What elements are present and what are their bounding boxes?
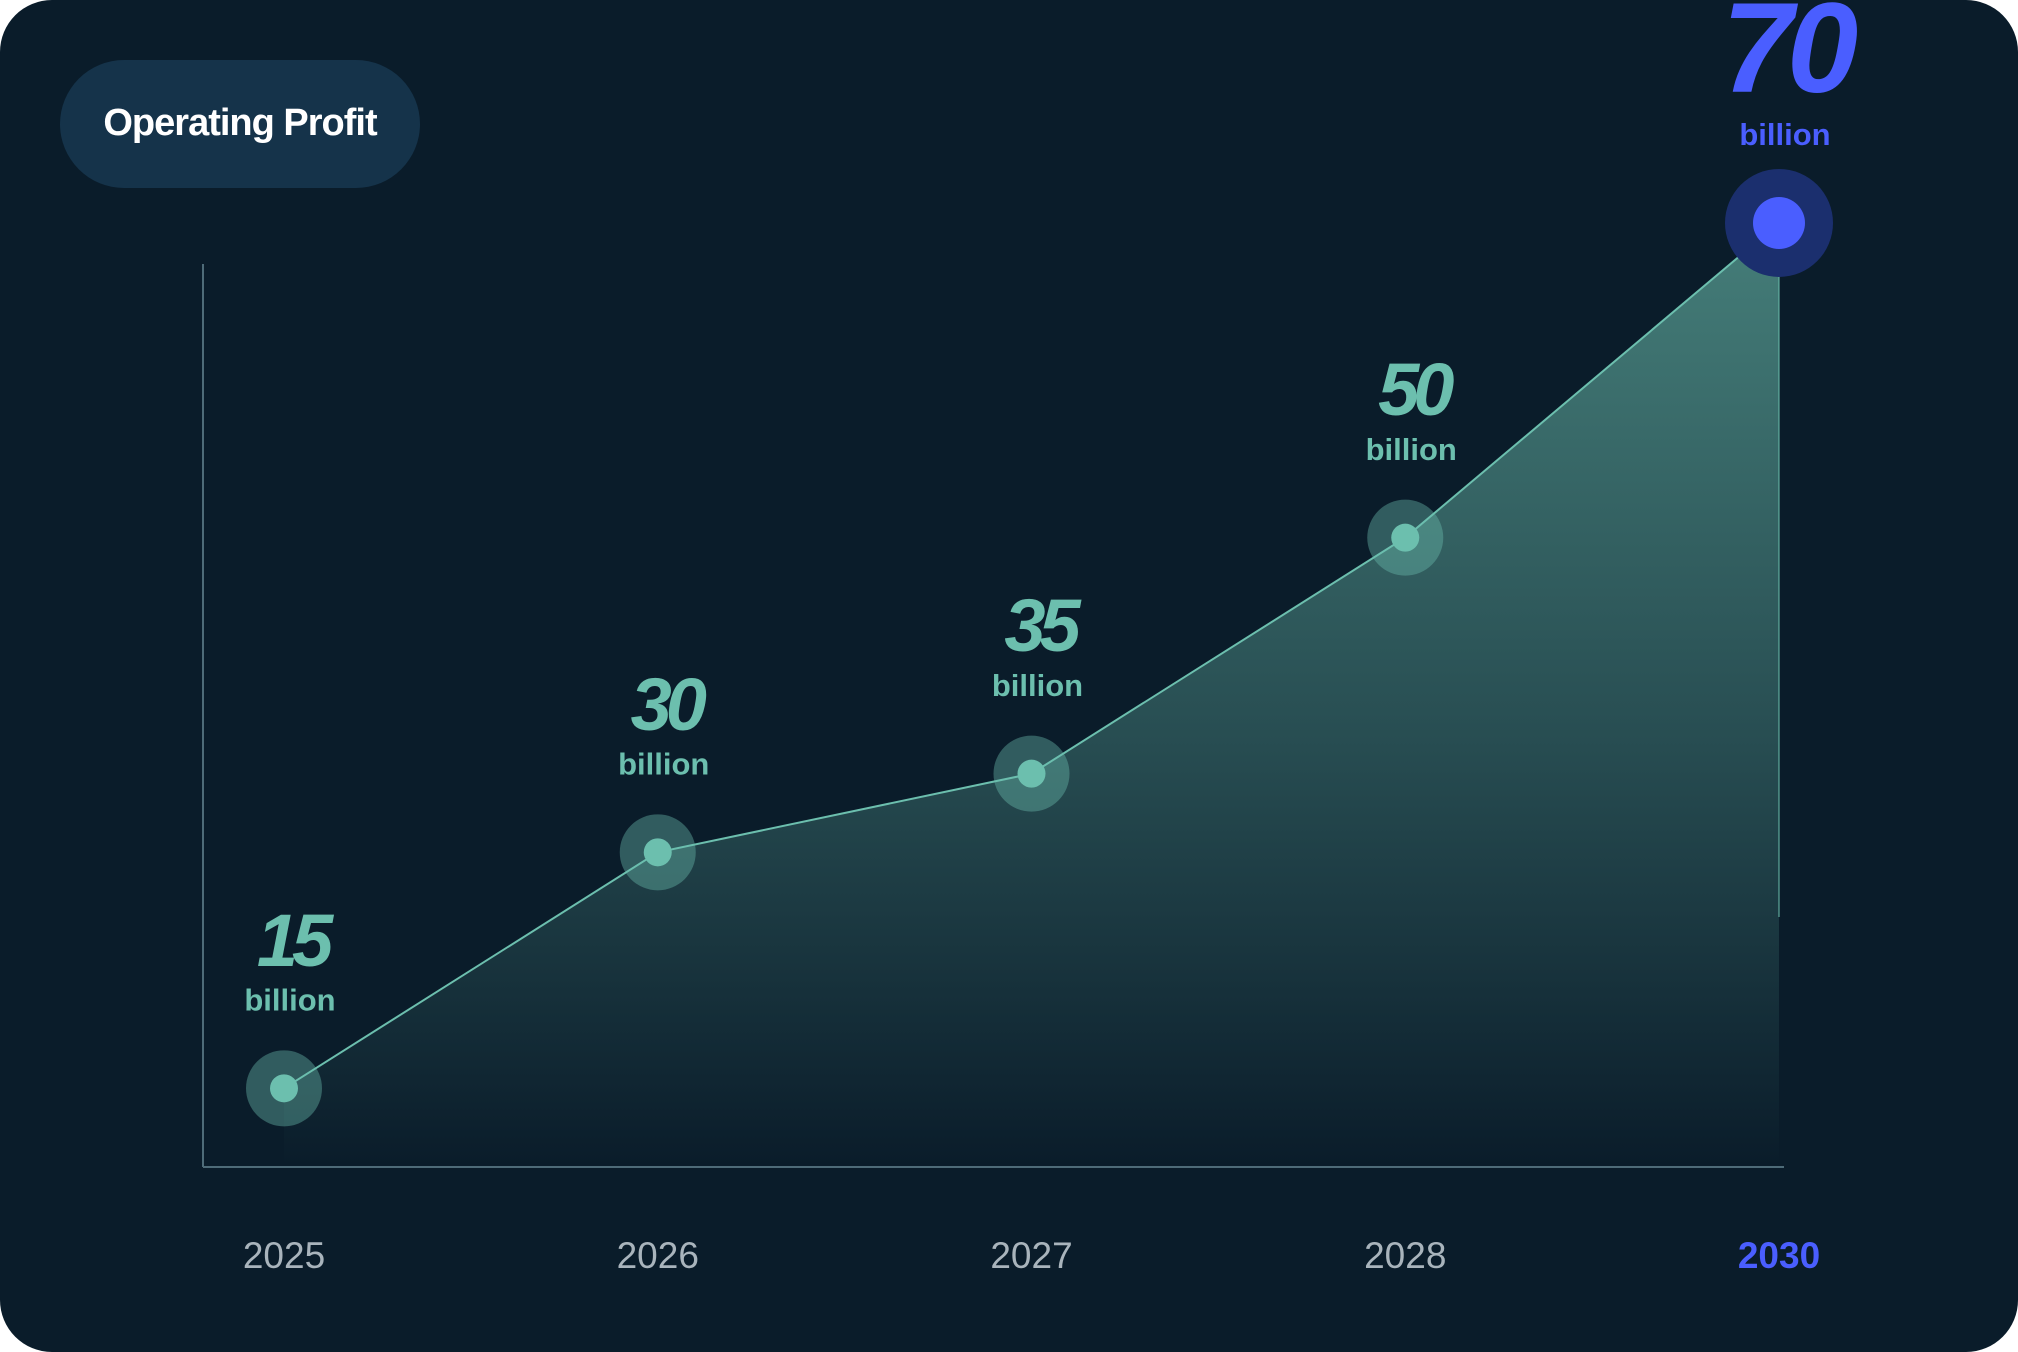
x-tick-label: 2030 [1738, 1235, 1820, 1276]
chart-title: Operating Profit [103, 102, 378, 144]
point [1391, 523, 1420, 552]
value-label: 50 [1378, 348, 1454, 431]
value-label: 30 [631, 663, 707, 746]
title-pill [60, 60, 420, 188]
value-unit: billion [992, 668, 1083, 703]
value-label: 15 [257, 899, 335, 982]
point [270, 1074, 298, 1103]
x-tick-label: 2025 [243, 1235, 325, 1276]
x-tick-label: 2028 [1364, 1235, 1446, 1276]
value-label: 70 [1722, 0, 1857, 120]
x-tick-label: 2027 [990, 1235, 1072, 1276]
value-label: 35 [1004, 584, 1082, 667]
area [284, 222, 1779, 1167]
value-unit: billion [244, 983, 335, 1018]
plot-area: 15billion202530billion202635billion20275… [243, 0, 1863, 1276]
x-tick-label: 2026 [617, 1235, 699, 1276]
value-unit: billion [618, 747, 709, 782]
point [1017, 759, 1046, 788]
value-unit: billion [1366, 432, 1457, 467]
point [643, 838, 672, 867]
point [1753, 196, 1805, 249]
value-unit: billion [1739, 117, 1830, 152]
